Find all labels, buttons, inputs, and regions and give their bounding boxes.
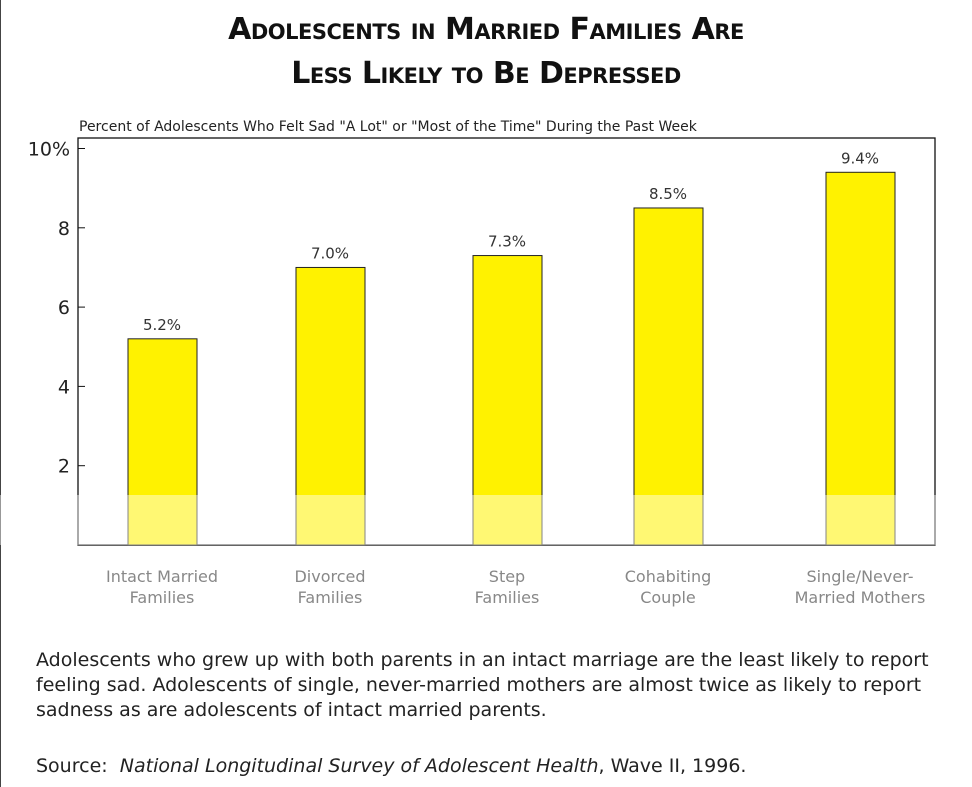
- x-tick-label: Step: [489, 567, 525, 586]
- chart-title: Adolescents in Married Families Are Less …: [0, 8, 972, 96]
- x-tick-label: Married Mothers: [795, 588, 926, 607]
- bar: [295, 266, 366, 546]
- title-line-2: Less Likely to Be Depressed: [291, 56, 681, 91]
- source-title: National Longitudinal Survey of Adolesce…: [119, 755, 599, 777]
- source: Source: National Longitudinal Survey of …: [36, 755, 746, 777]
- title-line-1: Adolescents in Married Families Are: [228, 12, 744, 47]
- y-tick-label: 8: [58, 218, 70, 240]
- x-tick-label: Couple: [640, 588, 696, 607]
- x-tick-label: Intact Married: [106, 567, 218, 586]
- data-label: 9.4%: [841, 149, 879, 167]
- y-tick-label: 6: [58, 297, 70, 319]
- x-tick-label: Divorced: [294, 567, 365, 586]
- bar: [633, 207, 704, 546]
- y-tick-label: 2: [58, 456, 70, 478]
- bar: [127, 338, 198, 546]
- bar: [825, 171, 896, 546]
- chart-subtitle: Percent of Adolescents Who Felt Sad "A L…: [79, 119, 697, 135]
- x-tick-label: Single/Never-: [806, 567, 913, 586]
- page-border: [0, 0, 1, 787]
- data-label: 7.3%: [488, 233, 526, 251]
- y-tick-label: 4: [58, 376, 70, 398]
- data-label: 8.5%: [649, 185, 687, 203]
- data-label: 7.0%: [311, 244, 349, 262]
- x-tick-label: Families: [298, 588, 363, 607]
- x-tick-label: Cohabiting: [625, 567, 712, 586]
- caption: Adolescents who grew up with both parent…: [36, 649, 929, 721]
- bar: [472, 255, 543, 546]
- source-rest: , Wave II, 1996.: [598, 755, 747, 777]
- x-tick-label: Families: [475, 588, 540, 607]
- y-tick-label: 10%: [28, 139, 70, 161]
- x-tick-label: Families: [130, 588, 195, 607]
- bar-chart: 10% 8 6 4 2 5.2% Intact Married Families 7.0% Div…: [0, 137, 972, 607]
- watermark-band: [0, 495, 972, 545]
- source-label: Source:: [36, 755, 108, 777]
- data-label: 5.2%: [143, 316, 181, 334]
